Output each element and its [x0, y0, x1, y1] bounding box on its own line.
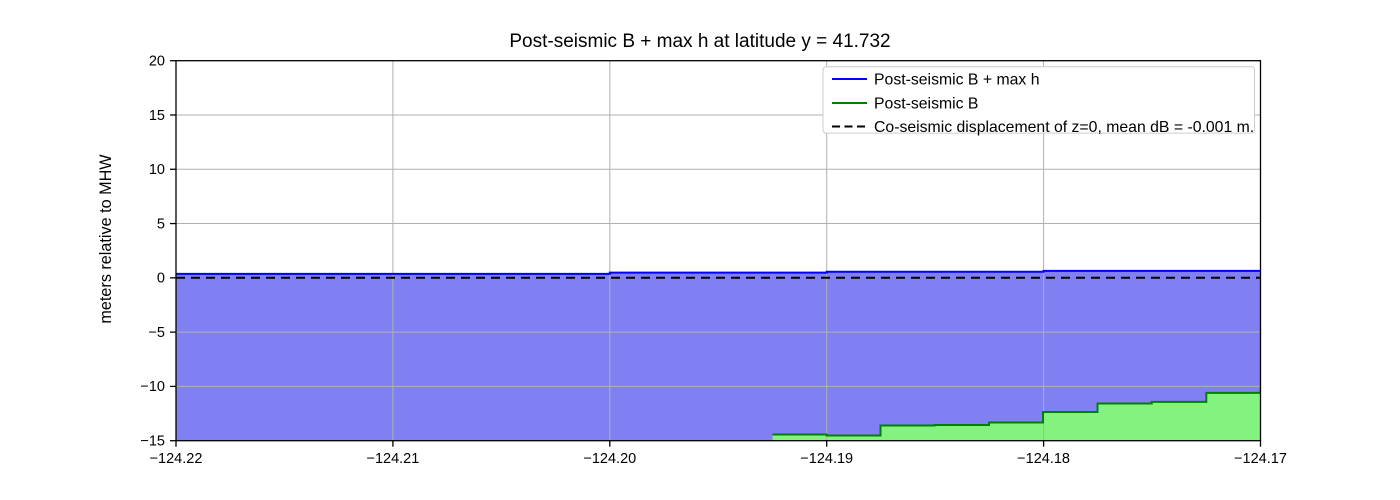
svg-text:0: 0 [157, 271, 165, 287]
svg-text:Post-seismic B + max h at lati: Post-seismic B + max h at latitude y = 4… [509, 31, 890, 52]
svg-text:meters relative to MHW: meters relative to MHW [97, 154, 115, 324]
svg-text:−124.21: −124.21 [366, 451, 419, 467]
svg-text:−124.22: −124.22 [150, 451, 203, 467]
svg-text:5: 5 [157, 216, 165, 232]
svg-text:−124.17: −124.17 [1234, 451, 1287, 467]
svg-text:−124.20: −124.20 [583, 451, 636, 467]
svg-text:Post-seismic B + max h: Post-seismic B + max h [874, 72, 1039, 89]
svg-text:−10: −10 [140, 379, 165, 395]
svg-text:−124.18: −124.18 [1017, 451, 1070, 467]
svg-text:−124.19: −124.19 [800, 451, 853, 467]
svg-text:Co-seismic displacement of z=0: Co-seismic displacement of z=0, mean dB … [874, 119, 1254, 136]
svg-text:15: 15 [149, 108, 165, 124]
svg-text:−15: −15 [140, 434, 165, 450]
svg-text:20: 20 [149, 54, 165, 70]
svg-text:−5: −5 [148, 325, 165, 341]
svg-text:10: 10 [149, 162, 165, 178]
svg-text:Post-seismic B: Post-seismic B [874, 96, 978, 113]
